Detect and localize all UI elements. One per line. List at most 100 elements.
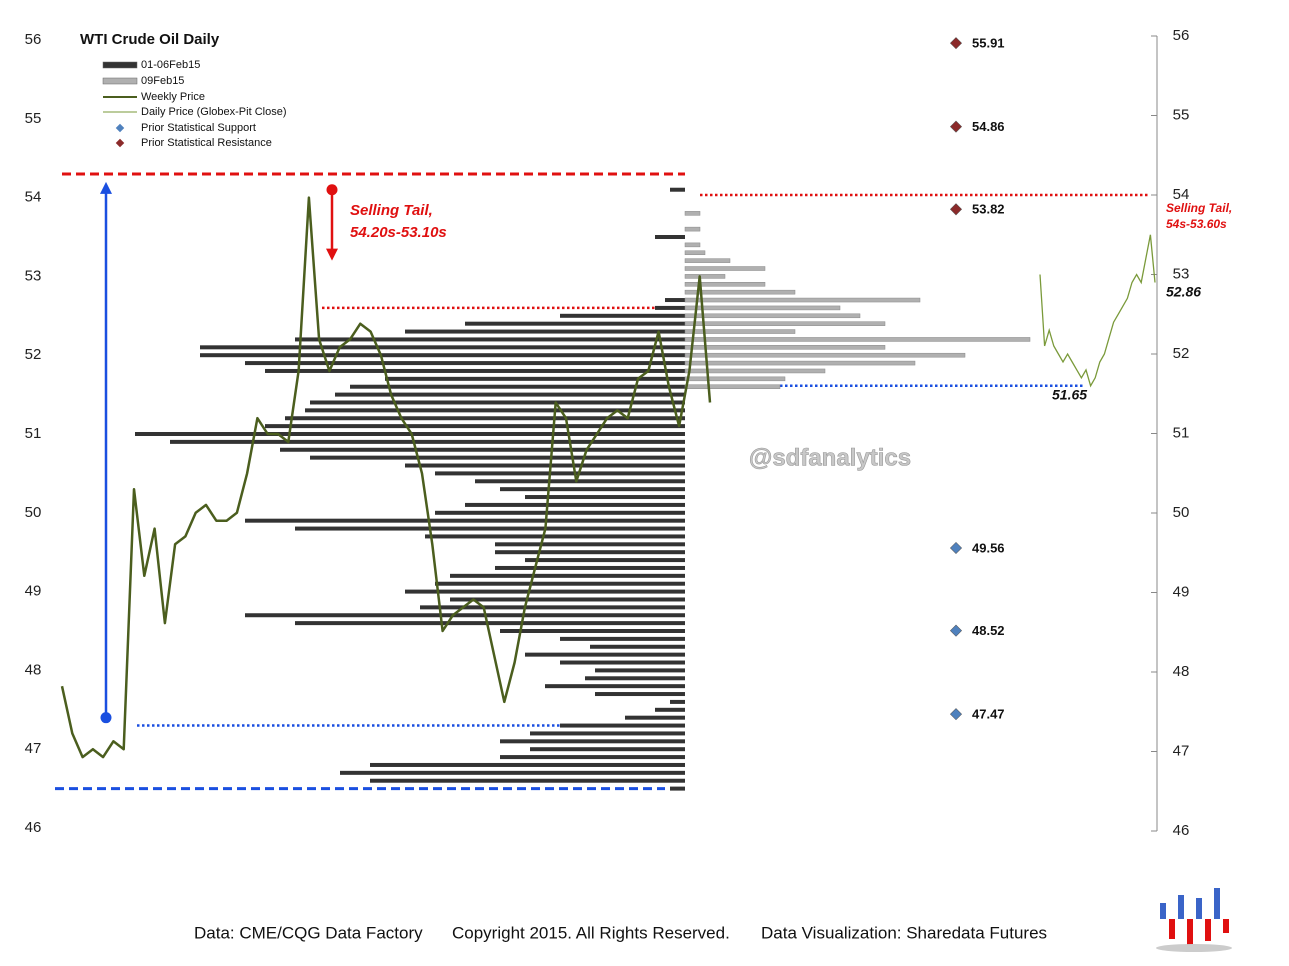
profile-bar	[560, 723, 685, 728]
arrow-head	[326, 248, 338, 261]
profile-bar	[310, 455, 685, 460]
profile-bar	[405, 589, 685, 594]
profile-bar	[684, 345, 886, 350]
profile-bar	[684, 274, 726, 279]
profile-bar	[670, 187, 685, 192]
profile-bar	[245, 518, 685, 523]
profile-bar	[530, 747, 685, 752]
y-tick-label: 53	[25, 267, 42, 284]
profile-bar	[170, 439, 685, 444]
y2-tick-label: 55	[1173, 106, 1190, 123]
level-marker	[949, 624, 963, 637]
profile-bar	[265, 424, 685, 429]
profile-bar	[684, 282, 766, 287]
level-label: 53.82	[972, 202, 1005, 217]
profile-bar	[684, 352, 966, 358]
footer-text: Data Visualization: Sharedata Futures	[761, 923, 1047, 942]
legend-swatch	[115, 123, 125, 133]
profile-bar	[285, 416, 685, 421]
profile-bar	[200, 353, 685, 358]
y2-tick-label: 54	[1173, 186, 1190, 203]
profile-bar	[500, 487, 685, 492]
profile-bar	[310, 400, 685, 405]
weekly-price-line	[60, 196, 712, 759]
profile-bar	[305, 408, 685, 413]
profile-bar	[655, 305, 685, 310]
profile-bar	[280, 447, 685, 452]
annotation: 54.20s-53.10s	[350, 224, 447, 241]
y-tick-label: 56	[25, 31, 42, 48]
profile-bar	[590, 644, 685, 649]
profile-bar	[684, 266, 766, 271]
legend-label: Weekly Price	[141, 91, 205, 103]
profile-bar	[245, 361, 685, 366]
profile-bar	[295, 337, 685, 342]
profile-bar	[450, 573, 685, 578]
annotation: Selling Tail,	[350, 202, 433, 219]
level-label: 49.56	[972, 540, 1005, 555]
level-marker	[949, 120, 963, 133]
profile-bar	[684, 242, 701, 248]
y-tick-label: 46	[25, 819, 42, 836]
profile-bar	[684, 305, 841, 311]
profile-bar	[595, 668, 685, 673]
profile-bar	[625, 715, 685, 720]
chart-title: WTI Crude Oil Daily	[80, 31, 220, 48]
annotation: @sdfanalytics	[749, 444, 911, 471]
y2-tick-label: 53	[1173, 265, 1190, 282]
legend-label: 09Feb15	[141, 75, 184, 87]
y2-tick-label: 48	[1173, 663, 1190, 680]
profile-bar	[200, 345, 685, 350]
y2-tick-label: 50	[1173, 504, 1190, 521]
profile-bar	[665, 298, 685, 303]
profile-bar	[545, 684, 685, 689]
profile-bar	[420, 605, 685, 610]
footer-text: Copyright 2015. All Rights Reserved.	[452, 923, 730, 942]
profile-bar	[670, 699, 685, 704]
profile-bar	[595, 692, 685, 697]
arrow-start	[326, 184, 338, 196]
legend-label: Daily Price (Globex-Pit Close)	[141, 106, 286, 118]
profile-bar	[684, 321, 886, 326]
profile-bar	[435, 510, 685, 515]
profile-bar	[525, 652, 685, 657]
profile-bar	[435, 581, 685, 586]
legend-label: Prior Statistical Support	[141, 122, 256, 134]
level-label: 47.47	[972, 707, 1005, 722]
level-label: 55.91	[972, 36, 1005, 51]
level-marker	[949, 37, 963, 50]
profile-bar	[500, 739, 685, 744]
profile-bar	[500, 755, 685, 760]
profile-bar	[335, 392, 685, 397]
profile-bar	[684, 313, 861, 319]
y2-tick-label: 56	[1173, 27, 1190, 44]
y-tick-label: 52	[25, 346, 42, 363]
annotation: 52.86	[1166, 284, 1201, 300]
profile-bar	[350, 384, 685, 389]
logo	[1156, 888, 1232, 952]
daily-price-line	[1039, 234, 1156, 388]
profile-bar	[560, 660, 685, 665]
y-tick-label: 50	[25, 504, 42, 521]
legend-swatch	[115, 138, 125, 148]
profile-bar	[684, 258, 731, 263]
annotation: Selling Tail,	[1166, 201, 1232, 215]
profile-bar	[670, 786, 685, 791]
profile-bar	[425, 534, 685, 539]
profile-bar	[405, 329, 685, 334]
profile-bar	[500, 629, 685, 633]
profile-bar	[684, 289, 796, 295]
annotation: 54s-53.60s	[1166, 217, 1227, 231]
profile-bar	[684, 329, 796, 334]
profile-bar	[585, 676, 685, 681]
profile-bar	[450, 597, 685, 602]
legend-swatch	[102, 61, 138, 69]
footer-text: Data: CME/CQG Data Factory	[194, 923, 423, 942]
profile-bar	[465, 321, 685, 326]
arrow-head	[100, 181, 112, 194]
y-tick-label: 55	[25, 110, 42, 127]
arrow-start	[100, 712, 112, 724]
profile-bar	[370, 762, 685, 767]
profile-bar	[684, 211, 701, 216]
profile-bar	[495, 542, 685, 547]
